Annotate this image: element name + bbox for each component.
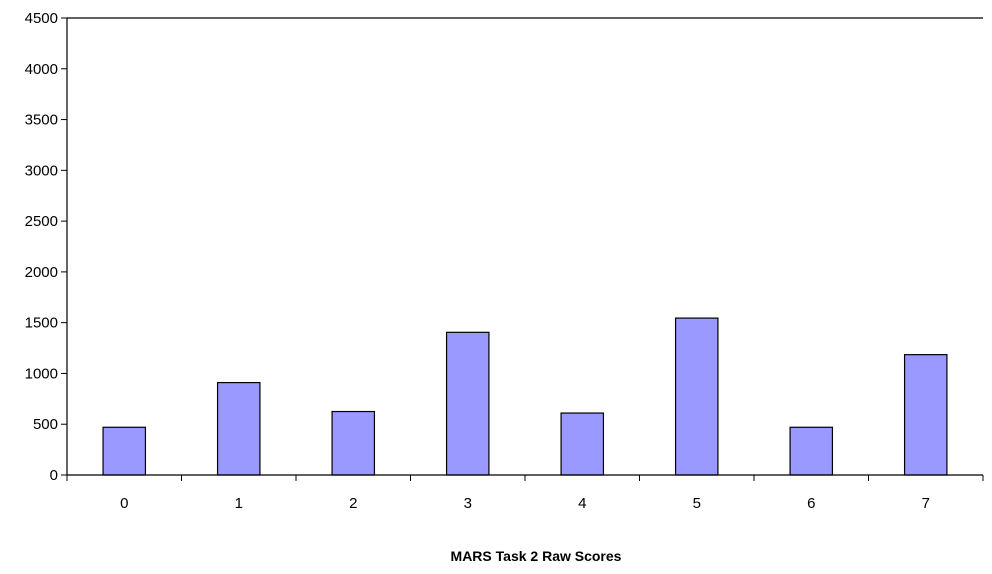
x-tick-label: 5 bbox=[693, 495, 701, 512]
bar-0 bbox=[102, 426, 147, 476]
y-tick-label: 0 bbox=[50, 467, 58, 484]
x-tick-label: 0 bbox=[120, 495, 128, 512]
x-axis-ticks: 0 1 2 3 4 5 6 7 bbox=[66, 475, 984, 512]
y-tick-label: 2000 bbox=[25, 264, 58, 281]
y-tick-label: 1000 bbox=[25, 365, 58, 382]
y-tick-label: 2500 bbox=[25, 213, 58, 230]
bar-4 bbox=[560, 412, 605, 476]
bars bbox=[102, 317, 948, 476]
bar-7 bbox=[903, 354, 948, 476]
y-tick-label: 500 bbox=[33, 416, 58, 433]
x-tick-label: 2 bbox=[349, 495, 357, 512]
x-tick-label: 6 bbox=[807, 495, 815, 512]
x-tick-label: 3 bbox=[464, 495, 472, 512]
y-tick-label: 3500 bbox=[25, 112, 58, 129]
bar-3 bbox=[445, 331, 490, 476]
y-tick-label: 1500 bbox=[25, 315, 58, 332]
y-tick-label: 4000 bbox=[25, 61, 58, 78]
x-tick-label: 1 bbox=[235, 495, 243, 512]
x-tick-label: 4 bbox=[578, 495, 586, 512]
bar-5 bbox=[674, 317, 719, 476]
y-tick-label: 4500 bbox=[25, 10, 58, 27]
axes bbox=[66, 17, 983, 476]
x-tick-label: 7 bbox=[922, 495, 930, 512]
y-axis-ticks: 0 500 1000 1500 2000 2500 3000 3500 4000 4500 bbox=[25, 10, 67, 484]
y-tick-label: 3000 bbox=[25, 162, 58, 179]
bar-1 bbox=[216, 381, 261, 476]
bar-6 bbox=[789, 426, 834, 476]
bar-2 bbox=[331, 410, 376, 476]
x-axis-title: MARS Task 2 Raw Scores bbox=[451, 548, 622, 564]
